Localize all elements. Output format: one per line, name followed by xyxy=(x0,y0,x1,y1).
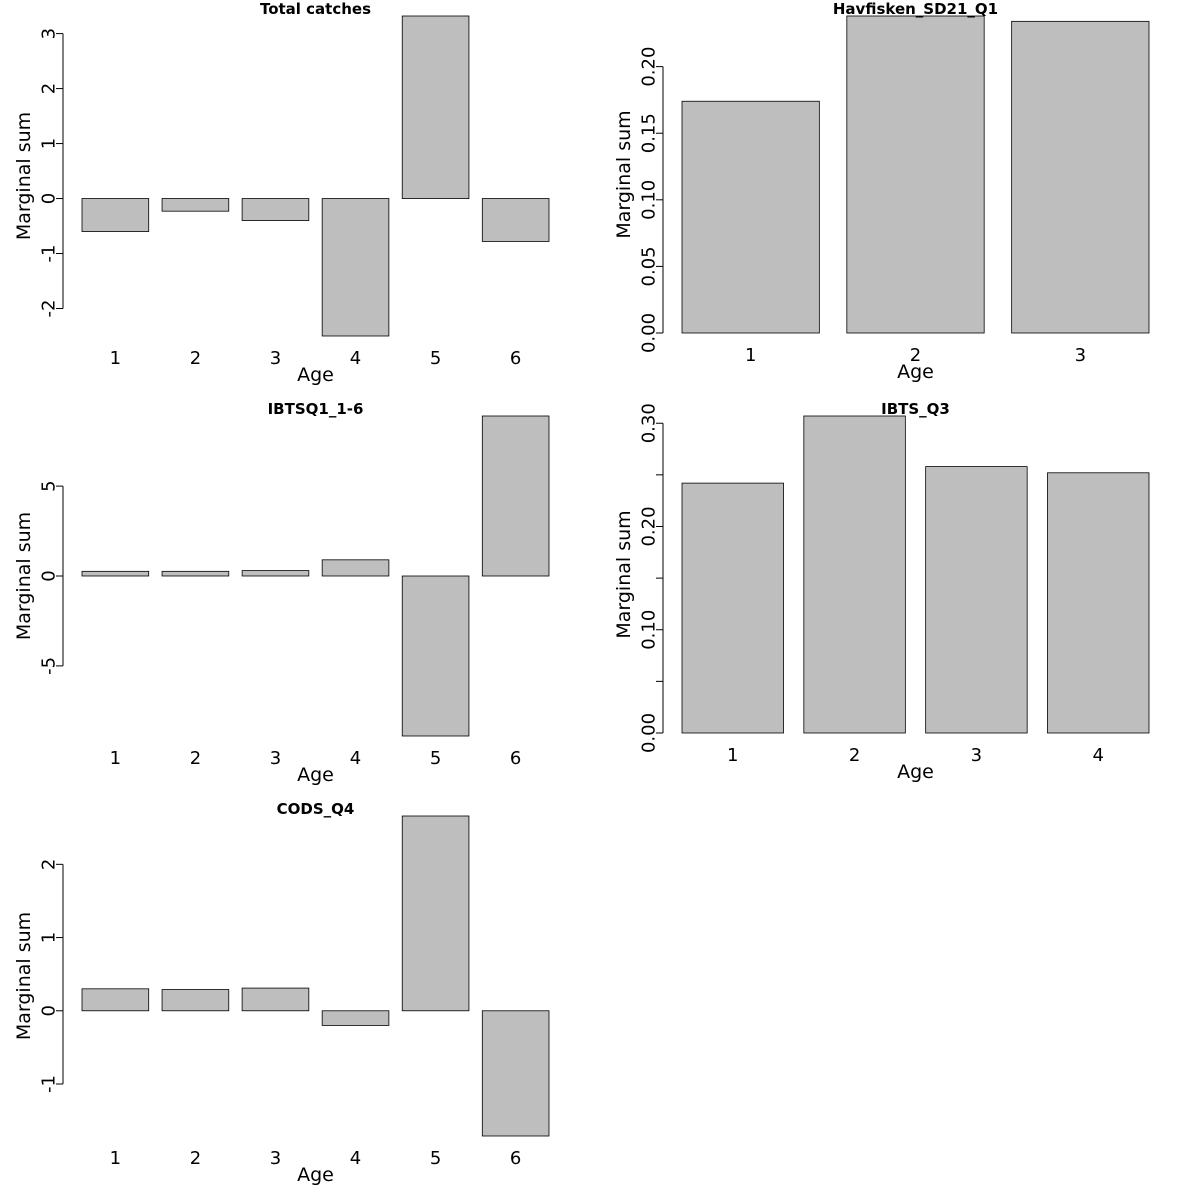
y-tick-label: 2 xyxy=(39,83,60,94)
bar-age-4 xyxy=(1047,472,1150,734)
chart-title: IBTS_Q3 xyxy=(881,400,950,418)
bar-age-6 xyxy=(481,415,550,577)
y-tick-label: 5 xyxy=(39,480,60,491)
bar-age-6 xyxy=(481,1010,550,1137)
bar-age-2 xyxy=(161,989,230,1012)
bar-age-3 xyxy=(241,570,310,577)
x-tick-label: 6 xyxy=(510,748,521,769)
y-tick-label: -1 xyxy=(39,245,60,263)
y-tick-label: 0.10 xyxy=(639,180,660,220)
y-tick-label: -1 xyxy=(39,1075,60,1093)
bar-age-1 xyxy=(81,198,150,232)
bar-age-3 xyxy=(925,466,1028,734)
y-tick-label: 0.20 xyxy=(639,47,660,87)
y-axis-label: Marginal sum xyxy=(613,510,635,638)
y-tick-label: 0.15 xyxy=(639,113,660,153)
bar-age-2 xyxy=(846,15,985,334)
x-axis-label: Age xyxy=(897,761,934,783)
bar-age-3 xyxy=(241,198,310,221)
bar-age-1 xyxy=(681,100,820,334)
y-tick-label: 0 xyxy=(39,1005,60,1016)
y-tick-label: 3 xyxy=(39,28,60,39)
chart-panel: 1 2 3 0.00 0.05 0.10 0.15 0.20 Havfisken_SD21_Q1… xyxy=(613,0,1150,383)
bar-age-5 xyxy=(401,575,470,737)
x-axis-label: Age xyxy=(897,361,934,383)
y-axis-label: Marginal sum xyxy=(13,512,35,640)
y-tick-label: 0.20 xyxy=(639,506,660,546)
x-tick-label: 1 xyxy=(110,1148,121,1169)
bar-age-1 xyxy=(681,482,784,734)
y-tick-label: 0 xyxy=(39,193,60,204)
bar-age-2 xyxy=(161,570,230,577)
x-tick-label: 2 xyxy=(910,345,921,366)
bar-age-4 xyxy=(321,1010,390,1026)
chart-title: IBTSQ1_1-6 xyxy=(268,400,364,418)
x-tick-label: 1 xyxy=(727,745,738,766)
x-tick-label: 4 xyxy=(350,748,361,769)
y-tick-label: 0.05 xyxy=(639,246,660,286)
bar-age-4 xyxy=(321,198,390,337)
x-tick-label: 5 xyxy=(430,348,441,369)
x-tick-label: 1 xyxy=(110,748,121,769)
x-tick-label: 6 xyxy=(510,348,521,369)
x-tick-label: 3 xyxy=(270,748,281,769)
y-tick-label: 2 xyxy=(39,859,60,870)
x-tick-label: 3 xyxy=(270,1148,281,1169)
x-tick-label: 2 xyxy=(190,748,201,769)
x-tick-label: 4 xyxy=(1093,745,1104,766)
x-axis-label: Age xyxy=(297,364,334,386)
y-tick-label: -2 xyxy=(39,300,60,318)
bar-age-2 xyxy=(161,198,230,212)
chart-panel: 1 2 3 4 5 6 -5 0 5 IBTSQ1_1-6 Age Marginal sum xyxy=(13,400,550,786)
y-tick-label: 1 xyxy=(39,138,60,149)
x-tick-label: 1 xyxy=(745,345,756,366)
bar-age-5 xyxy=(401,15,470,199)
bar-age-3 xyxy=(1011,20,1150,334)
x-tick-label: 4 xyxy=(350,1148,361,1169)
x-tick-label: 1 xyxy=(110,348,121,369)
bar-age-6 xyxy=(481,198,550,242)
x-axis-label: Age xyxy=(297,1164,334,1186)
y-tick-label: 0.00 xyxy=(639,313,660,353)
y-tick-label: 0.00 xyxy=(639,713,660,753)
x-tick-label: 3 xyxy=(270,348,281,369)
y-axis-label: Marginal sum xyxy=(613,110,635,238)
x-tick-label: 3 xyxy=(971,745,982,766)
x-tick-label: 3 xyxy=(1075,345,1086,366)
bar-age-2 xyxy=(803,415,906,734)
y-tick-label: 1 xyxy=(39,932,60,943)
chart-panel: 1 2 3 4 5 6 -1 0 1 2 CODS_Q4 Age Marginal sum xyxy=(13,800,550,1186)
chart-title: Havfisken_SD21_Q1 xyxy=(833,0,998,18)
x-tick-label: 6 xyxy=(510,1148,521,1169)
x-tick-label: 5 xyxy=(430,1148,441,1169)
x-tick-label: 5 xyxy=(430,748,441,769)
bar-age-1 xyxy=(81,988,150,1012)
bar-age-5 xyxy=(401,815,470,1012)
bar-age-3 xyxy=(241,987,310,1012)
bar-age-1 xyxy=(81,570,150,577)
y-tick-label: 0.10 xyxy=(639,610,660,650)
y-axis-label: Marginal sum xyxy=(13,912,35,1040)
bar-age-4 xyxy=(321,559,390,577)
x-tick-label: 4 xyxy=(350,348,361,369)
chart-panel: 1 2 3 4 5 6 -2 -1 0 1 2 3 Total catches Age Marginal s… xyxy=(13,0,550,386)
x-axis-label: Age xyxy=(297,764,334,786)
y-tick-label: 0 xyxy=(39,570,60,581)
x-tick-label: 2 xyxy=(849,745,860,766)
y-tick-label: -5 xyxy=(39,657,60,675)
y-tick-label: 0.30 xyxy=(639,403,660,443)
chart-title: CODS_Q4 xyxy=(277,800,355,818)
chart-title: Total catches xyxy=(260,0,371,18)
y-axis-label: Marginal sum xyxy=(13,112,35,240)
x-tick-label: 2 xyxy=(190,1148,201,1169)
x-tick-label: 2 xyxy=(190,348,201,369)
chart-panel: 1 2 3 4 0.00 0.10 0.20 0.30 IBTS_Q3 Age Marginal s… xyxy=(613,400,1150,783)
